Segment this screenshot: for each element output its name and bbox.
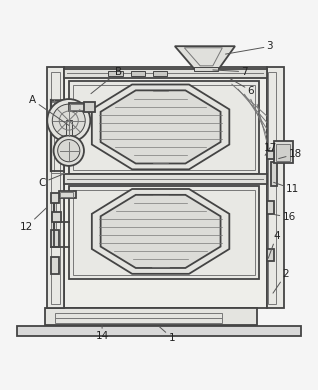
Bar xyxy=(108,71,123,76)
Bar xyxy=(66,120,72,135)
Bar xyxy=(51,230,59,247)
Text: 7: 7 xyxy=(213,67,248,77)
Text: 3: 3 xyxy=(225,41,273,54)
Bar xyxy=(51,257,59,274)
Bar xyxy=(267,249,274,261)
Bar xyxy=(73,190,255,275)
Text: 2: 2 xyxy=(273,269,289,293)
Bar xyxy=(64,174,267,184)
Bar xyxy=(153,71,167,76)
Bar xyxy=(69,103,89,111)
Bar xyxy=(60,193,73,197)
Text: 6: 6 xyxy=(229,78,254,96)
Bar xyxy=(64,69,267,78)
Bar xyxy=(47,67,64,308)
Circle shape xyxy=(52,104,85,137)
Bar xyxy=(51,193,59,203)
Bar xyxy=(130,71,145,76)
Bar xyxy=(51,71,59,304)
Polygon shape xyxy=(92,85,229,169)
Bar xyxy=(54,313,222,323)
Circle shape xyxy=(47,99,90,142)
Bar xyxy=(69,81,259,174)
Bar xyxy=(268,71,276,304)
Text: 14: 14 xyxy=(96,325,109,341)
Bar xyxy=(267,201,274,214)
Text: 17: 17 xyxy=(264,143,277,156)
Text: C: C xyxy=(39,174,62,188)
Bar xyxy=(194,67,218,71)
Bar xyxy=(52,212,60,222)
Bar xyxy=(59,191,76,198)
Polygon shape xyxy=(175,46,235,68)
Text: B: B xyxy=(91,67,122,94)
Bar xyxy=(17,326,301,336)
Circle shape xyxy=(58,140,80,162)
Polygon shape xyxy=(92,189,229,274)
Bar xyxy=(70,104,86,110)
Bar xyxy=(273,141,293,163)
Text: 1: 1 xyxy=(159,326,175,343)
Bar xyxy=(45,308,257,325)
Polygon shape xyxy=(100,195,221,268)
Bar xyxy=(69,186,259,279)
Circle shape xyxy=(53,135,84,166)
Text: 18: 18 xyxy=(279,149,302,159)
Bar xyxy=(267,151,274,159)
Text: 16: 16 xyxy=(271,212,296,222)
Bar xyxy=(64,67,267,308)
Text: 11: 11 xyxy=(273,183,299,194)
Bar xyxy=(271,162,277,186)
Bar xyxy=(267,67,284,308)
Polygon shape xyxy=(100,90,221,163)
Text: A: A xyxy=(29,95,69,125)
Text: 12: 12 xyxy=(20,207,47,232)
Bar xyxy=(73,85,255,170)
Text: 4: 4 xyxy=(268,231,280,258)
Bar xyxy=(84,102,95,112)
Bar xyxy=(275,144,290,161)
